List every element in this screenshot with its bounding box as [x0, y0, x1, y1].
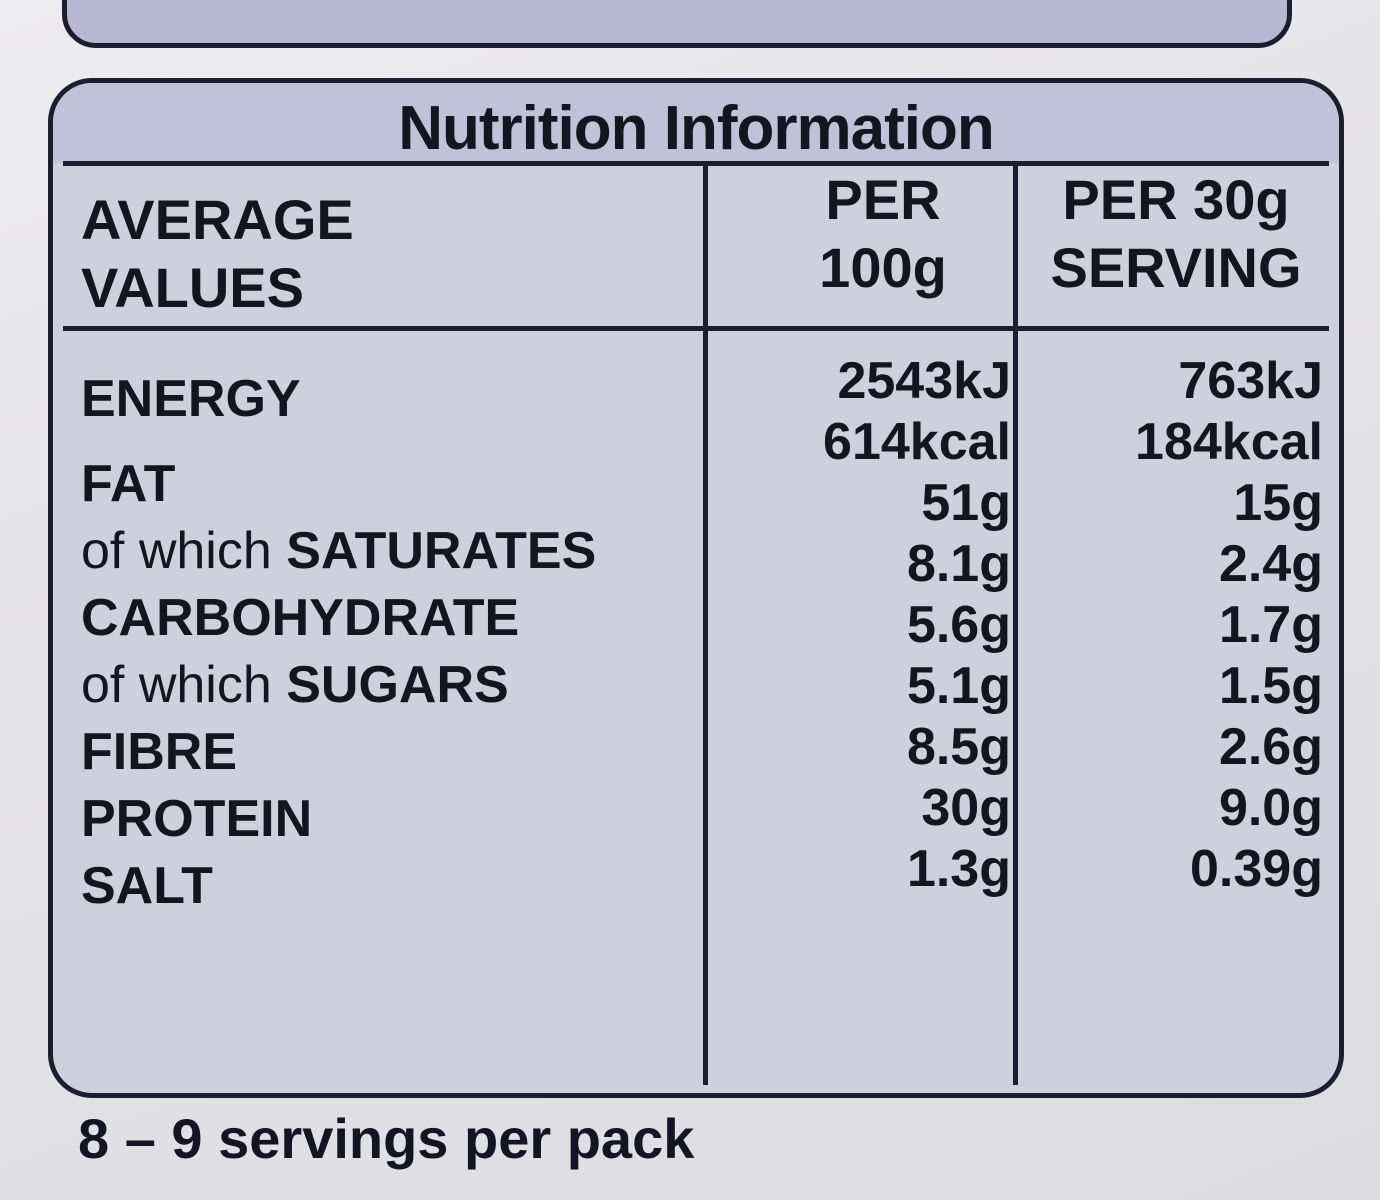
row-label-fibre: FIBRE	[81, 723, 237, 781]
header-col1-line1: PER	[825, 168, 941, 231]
value-100g-saturates: 8.1g	[906, 535, 1011, 593]
row-label-text: SUGARS	[286, 656, 509, 714]
value-30g-energy-kj: 763kJ	[1178, 352, 1323, 410]
column-divider-2	[1013, 166, 1018, 1085]
row-label-protein: PROTEIN	[81, 790, 313, 848]
row-label-prefix: of which	[81, 522, 287, 580]
value-100g-protein: 30g	[921, 779, 1011, 837]
value-30g-energy-kcal: 184kcal	[1135, 413, 1323, 471]
value-30g-salt: 0.39g	[1190, 840, 1323, 898]
row-label-saturates: of which SATURATES	[81, 518, 701, 585]
value-30g-protein: 9.0g	[1218, 779, 1323, 837]
value-30g-saturates: 2.4g	[1218, 535, 1323, 593]
title-band	[53, 83, 1339, 163]
value-100g-carbohydrate: 5.6g	[906, 596, 1011, 654]
nutrient-labels: ENERGY FAT of which SATURATES CARBOHYDRA…	[81, 356, 701, 920]
row-label-carbohydrate: CARBOHYDRATE	[81, 589, 520, 647]
value-30g-sugars: 1.5g	[1218, 657, 1323, 715]
row-label-text: SATURATES	[286, 522, 597, 580]
value-100g-fibre: 8.5g	[906, 718, 1011, 776]
nutrition-table: AVERAGE VALUES PER 100g PER 30g SERVING …	[63, 161, 1329, 1085]
value-100g-energy-kj: 2543kJ	[837, 352, 1011, 410]
header-col1-line2: 100g	[819, 236, 947, 299]
row-label-salt: SALT	[81, 857, 213, 915]
value-30g-fibre: 2.6g	[1218, 718, 1323, 776]
row-label-energy: ENERGY	[81, 370, 301, 428]
row-label-fat: FAT	[81, 455, 176, 513]
header-per-serving: PER 30g SERVING	[1023, 166, 1329, 302]
value-100g-salt: 1.3g	[906, 840, 1011, 898]
header-average-values: AVERAGE VALUES	[81, 186, 701, 322]
column-divider-1	[703, 166, 708, 1085]
header-divider	[63, 326, 1329, 331]
panel-title: Nutrition Information	[398, 94, 994, 163]
header-col2-line1: PER 30g	[1062, 168, 1290, 231]
nutrition-panel: Nutrition Information AVERAGE VALUES PER…	[48, 78, 1344, 1098]
value-100g-sugars: 5.1g	[906, 657, 1011, 715]
value-100g-energy-kcal: 614kcal	[823, 413, 1011, 471]
header-per-100g: PER 100g	[713, 166, 1053, 302]
per-serving-values: 763kJ 184kcal 15g 2.4g 1.7g 1.5g 2.6g 9.…	[1018, 351, 1323, 900]
header-col2-line2: SERVING	[1050, 236, 1302, 299]
header-label-line1: AVERAGE	[81, 188, 354, 251]
value-30g-carbohydrate: 1.7g	[1218, 596, 1323, 654]
value-30g-fat: 15g	[1233, 474, 1323, 532]
servings-footnote: 8 – 9 servings per pack	[78, 1107, 695, 1170]
row-label-prefix: of which	[81, 656, 287, 714]
per-100g-values: 2543kJ 614kcal 51g 8.1g 5.6g 5.1g 8.5g 3…	[703, 351, 1011, 900]
row-label-sugars: of which SUGARS	[81, 652, 701, 719]
top-panel-edge	[62, 0, 1292, 48]
value-100g-fat: 51g	[921, 474, 1011, 532]
header-label-line2: VALUES	[81, 256, 304, 319]
